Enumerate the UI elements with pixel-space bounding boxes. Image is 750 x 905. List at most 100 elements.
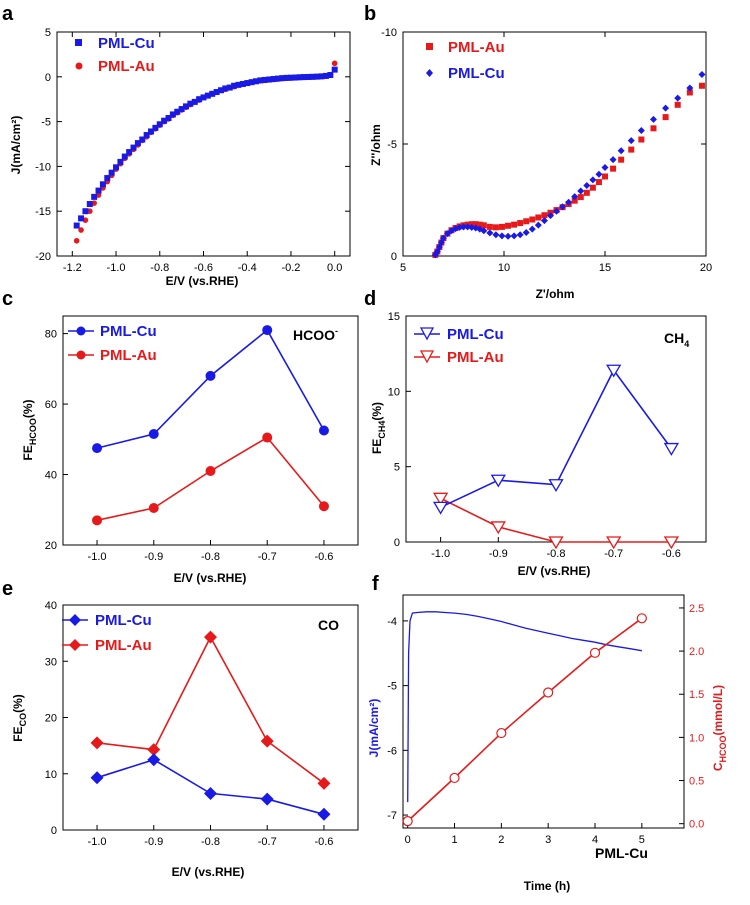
panel-a-cu-point xyxy=(178,106,185,113)
panel-d-ylabel-main: FE xyxy=(370,439,384,454)
panel-b-au-point xyxy=(529,216,536,223)
panel-e-ytick-label: 10 xyxy=(45,769,57,781)
panel-a-cu-point xyxy=(73,222,80,229)
panel-a-cu-point xyxy=(121,153,128,160)
panel-b-legend-marker-cu xyxy=(426,69,433,77)
panel-b-cu-point xyxy=(528,225,536,233)
panel-a-cu-point xyxy=(305,73,312,80)
panel-a-cu-point xyxy=(261,76,268,83)
panel-b-cu-point xyxy=(577,187,585,195)
panel-a-cu-point xyxy=(296,74,303,81)
panel-b-au-point xyxy=(517,220,524,227)
panel-b-au-point xyxy=(589,184,596,191)
panel-b-au-point xyxy=(628,146,635,153)
panel-e: e -1.0 -0.9 -0.8 -0.7 -0.6 0 10 20 30 40 E/V (vs.… xyxy=(2,578,359,879)
panel-e-au-point xyxy=(260,734,274,748)
panel-b-ytick-label: -5 xyxy=(387,139,397,151)
panel-b-au-point xyxy=(662,114,669,121)
panel-c-legend-cu: PML-Cu xyxy=(100,323,157,340)
panel-d-annotation-main: CH xyxy=(664,330,684,346)
panel-f-concentration-line xyxy=(407,617,643,822)
panel-f-y2tick-label: 0.5 xyxy=(689,776,704,788)
panel-c-au-point xyxy=(262,432,273,443)
panel-a: a -1.2 -1.0 -0.8 -0.6 -0.4 -0.2 0.0 5 0 -5 -10 -15 -… xyxy=(2,3,351,288)
panel-b-legend-marker-au xyxy=(426,43,433,50)
panel-e-ylabel: FECO(%) xyxy=(11,694,28,742)
panel-b-au-point xyxy=(638,136,645,143)
panel-b-ylabel: Z''/ohm xyxy=(369,124,383,166)
panel-b-au-point xyxy=(650,125,657,132)
panel-b-au-point xyxy=(686,89,693,96)
panel-b-cu-point xyxy=(609,156,617,164)
panel-c-au-point xyxy=(318,501,329,512)
panel-a-au-point xyxy=(78,227,84,233)
panel-d-au-line xyxy=(440,497,672,543)
panel-c-annotation-main: HCOO xyxy=(293,327,335,343)
panel-f-frame xyxy=(402,594,685,829)
panel-b-cu-point xyxy=(540,217,548,225)
panel-c-cu-point xyxy=(148,429,159,440)
panel-f-concentration-point xyxy=(543,687,554,698)
panel-e-au-point xyxy=(317,776,331,790)
panel-e-ytick-label: 30 xyxy=(45,656,57,668)
panel-b-cu-point xyxy=(674,94,682,102)
panel-d-cu-point xyxy=(606,364,622,378)
panel-a-xtick-label: -1.0 xyxy=(107,262,126,274)
panel-a-cu-point xyxy=(200,94,207,101)
panel-c-ylabel-end: (%) xyxy=(21,399,35,418)
panel-c-ylabel-main: FE xyxy=(21,445,35,460)
panel-a-label: a xyxy=(2,3,14,25)
panel-b-au-point xyxy=(595,179,602,186)
panel-f-concentration-point xyxy=(636,613,647,624)
panel-b-au-point xyxy=(523,218,530,225)
panel-a-cu-point xyxy=(191,98,198,105)
panel-d-xtick-label: -0.6 xyxy=(662,548,681,560)
panel-e-xtick-label: -0.8 xyxy=(201,836,220,848)
panel-e-au-point xyxy=(90,736,104,750)
panel-a-cu-point xyxy=(327,72,334,79)
panel-f-ytick-label: -7 xyxy=(387,810,397,822)
panel-a-cu-point xyxy=(174,108,181,115)
panel-b-au-point xyxy=(480,222,487,229)
panel-c-annotation: HCOO- xyxy=(293,326,338,343)
panel-a-ytick-label: -20 xyxy=(35,251,51,263)
panel-a-ytick-label: 5 xyxy=(45,27,51,39)
panel-a-cu-point xyxy=(226,84,233,91)
panel-c-legend-marker-cu xyxy=(76,326,86,336)
panel-d-legend-au: PML-Au xyxy=(447,349,504,366)
panel-c-au-point xyxy=(148,503,159,514)
panel-b-au-point xyxy=(571,197,578,204)
panel-b-cu-point xyxy=(617,147,625,155)
panel-d-legend: PML-Cu PML-Au xyxy=(414,326,504,366)
panel-a-cu-point xyxy=(95,187,102,194)
panel-e-ylabel-sub: CO xyxy=(18,713,28,727)
panel-b-xlabel: Z'/ohm xyxy=(536,287,575,301)
panel-c-au-point xyxy=(92,515,103,526)
panel-a-cu-point xyxy=(104,175,111,182)
panel-b-au-point xyxy=(511,221,518,228)
panel-c-legend-marker-au xyxy=(76,350,86,360)
panel-b-cu-point xyxy=(649,115,657,123)
panel-b-au-point xyxy=(498,223,505,230)
panel-a-cu-point xyxy=(217,87,224,94)
panel-d-xtick-label: -1.0 xyxy=(431,548,450,560)
panel-a-cu-point xyxy=(257,77,264,84)
panel-b-xtick-label: 5 xyxy=(400,262,406,274)
panel-e-ytick-label: 0 xyxy=(51,825,57,837)
panel-d-au-point xyxy=(548,536,564,550)
panel-a-ytick-label: -10 xyxy=(35,161,51,173)
panel-d-ylabel-end: (%) xyxy=(370,402,384,421)
panel-c-xtick-label: -1.0 xyxy=(88,551,107,563)
panel-b-ytick-label: 0 xyxy=(391,251,397,263)
panel-b-au-point xyxy=(577,194,584,201)
panel-b-xtick-label: 20 xyxy=(700,262,712,274)
panel-a-cu-point xyxy=(134,140,141,147)
panel-d-cu-point xyxy=(490,474,506,488)
panel-c-xtick-label: -0.6 xyxy=(314,551,333,563)
panel-a-legend-cu: PML-Cu xyxy=(98,35,155,52)
panel-b-cu-point xyxy=(522,228,530,236)
panel-a-cu-point xyxy=(318,73,325,80)
panel-a-ytick-label: -5 xyxy=(41,117,51,129)
panel-c-cu-point xyxy=(205,370,216,381)
